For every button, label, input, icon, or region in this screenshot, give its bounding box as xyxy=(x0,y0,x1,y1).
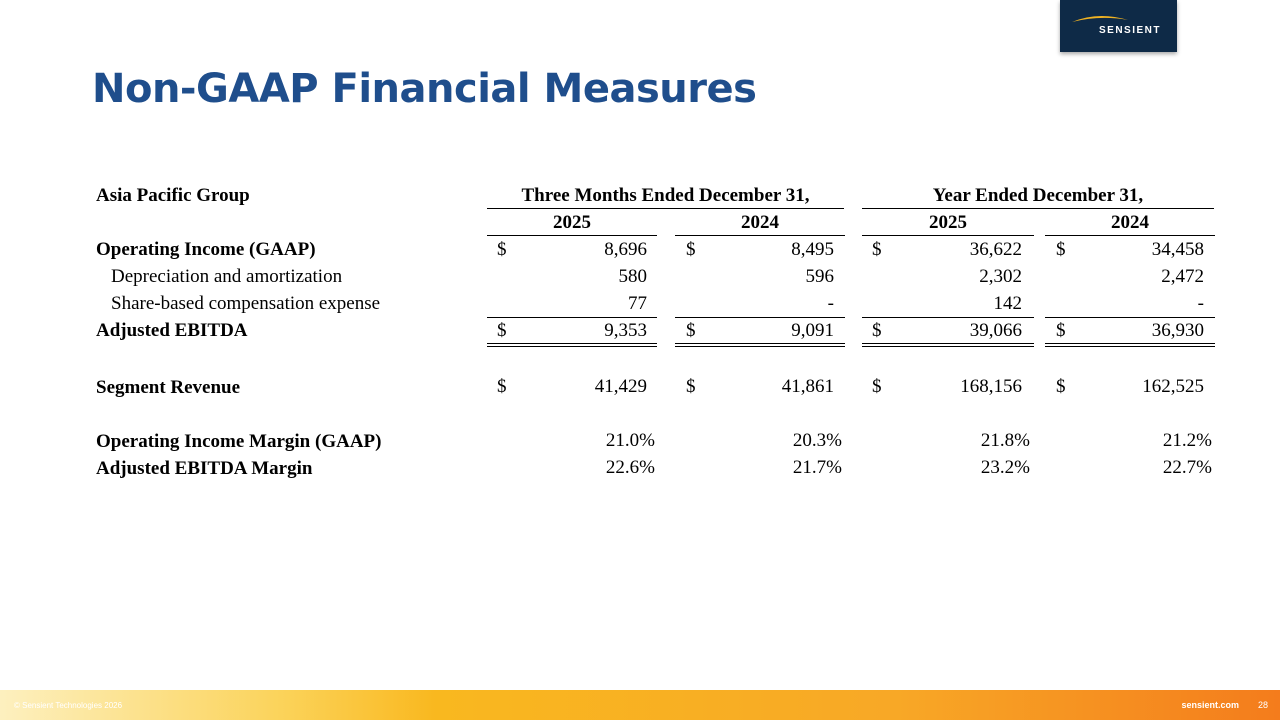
period-header-three-months: Three Months Ended December 31, xyxy=(521,185,810,206)
value-cell: 21.0% xyxy=(605,430,655,451)
total-double-line xyxy=(675,343,845,347)
page-number: 28 xyxy=(1257,700,1268,710)
value-cell: 8,696 xyxy=(604,239,647,260)
currency-symbol: $ xyxy=(1056,376,1066,397)
subtotal-line xyxy=(675,317,845,318)
subtotal-line xyxy=(862,317,1034,318)
year-underline xyxy=(487,235,657,236)
year-header: 2024 xyxy=(741,212,779,233)
logo-swoosh-icon xyxy=(1072,15,1128,22)
logo-text: SENSIENT xyxy=(1098,25,1161,36)
value-cell: 36,622 xyxy=(969,239,1022,260)
value-cell: 168,156 xyxy=(960,376,1022,397)
currency-symbol: $ xyxy=(497,320,507,341)
value-cell: 2,472 xyxy=(1161,266,1204,287)
year-underline xyxy=(1045,235,1215,236)
footer-bar: © Sensient Technologies 2026 sensient.co… xyxy=(0,690,1280,720)
total-double-line xyxy=(862,343,1034,347)
subtotal-line xyxy=(1045,317,1215,318)
value-cell: 22.6% xyxy=(605,457,655,478)
currency-symbol: $ xyxy=(1056,239,1066,260)
total-double-line xyxy=(487,343,657,347)
sensient-logo: SENSIENT xyxy=(1060,0,1177,52)
page-title: Non-GAAP Financial Measures xyxy=(92,66,757,112)
row-label-depreciation: Depreciation and amortization xyxy=(111,266,343,287)
value-cell: 41,861 xyxy=(781,376,834,397)
value-cell: 9,091 xyxy=(791,320,834,341)
period-underline xyxy=(862,208,1214,209)
value-cell: 20.3% xyxy=(792,430,842,451)
currency-symbol: $ xyxy=(686,376,696,397)
year-header: 2025 xyxy=(929,212,967,233)
value-cell: 23.2% xyxy=(980,457,1030,478)
row-label-operating-income: Operating Income (GAAP) xyxy=(96,239,316,260)
value-cell: 2,302 xyxy=(979,266,1022,287)
value-cell: 21.2% xyxy=(1162,430,1212,451)
currency-symbol: $ xyxy=(872,376,882,397)
currency-symbol: $ xyxy=(686,239,696,260)
value-cell: 9,353 xyxy=(604,320,647,341)
value-cell: - xyxy=(827,293,834,314)
row-label-share-based-comp: Share-based compensation expense xyxy=(111,293,381,314)
value-cell: 77 xyxy=(628,293,647,314)
value-cell: 580 xyxy=(618,266,648,287)
row-label-segment-revenue: Segment Revenue xyxy=(96,377,241,398)
website-link[interactable]: sensient.com xyxy=(1181,700,1239,710)
currency-symbol: $ xyxy=(872,239,882,260)
year-header: 2025 xyxy=(553,212,591,233)
total-double-line xyxy=(1045,343,1215,347)
currency-symbol: $ xyxy=(497,239,507,260)
row-label-adjusted-ebitda: Adjusted EBITDA xyxy=(96,320,248,341)
value-cell: 596 xyxy=(805,266,835,287)
currency-symbol: $ xyxy=(686,320,696,341)
row-label-operating-margin: Operating Income Margin (GAAP) xyxy=(96,431,382,452)
currency-symbol: $ xyxy=(1056,320,1066,341)
value-cell: 22.7% xyxy=(1162,457,1212,478)
value-cell: 21.7% xyxy=(792,457,842,478)
currency-symbol: $ xyxy=(872,320,882,341)
value-cell: - xyxy=(1197,293,1204,314)
period-underline xyxy=(487,208,844,209)
period-header-year: Year Ended December 31, xyxy=(932,185,1144,206)
row-label-ebitda-margin: Adjusted EBITDA Margin xyxy=(96,458,313,479)
value-cell: 142 xyxy=(993,293,1023,314)
value-cell: 8,495 xyxy=(791,239,834,260)
group-label: Asia Pacific Group xyxy=(96,185,250,206)
value-cell: 39,066 xyxy=(969,320,1022,341)
value-cell: 36,930 xyxy=(1151,320,1204,341)
subtotal-line xyxy=(487,317,657,318)
value-cell: 41,429 xyxy=(594,376,647,397)
year-header: 2024 xyxy=(1111,212,1149,233)
value-cell: 34,458 xyxy=(1151,239,1204,260)
copyright-text: © Sensient Technologies 2026 xyxy=(14,701,123,710)
year-underline xyxy=(675,235,845,236)
value-cell: 162,525 xyxy=(1142,376,1204,397)
value-cell: 21.8% xyxy=(980,430,1030,451)
year-underline xyxy=(862,235,1034,236)
currency-symbol: $ xyxy=(497,376,507,397)
